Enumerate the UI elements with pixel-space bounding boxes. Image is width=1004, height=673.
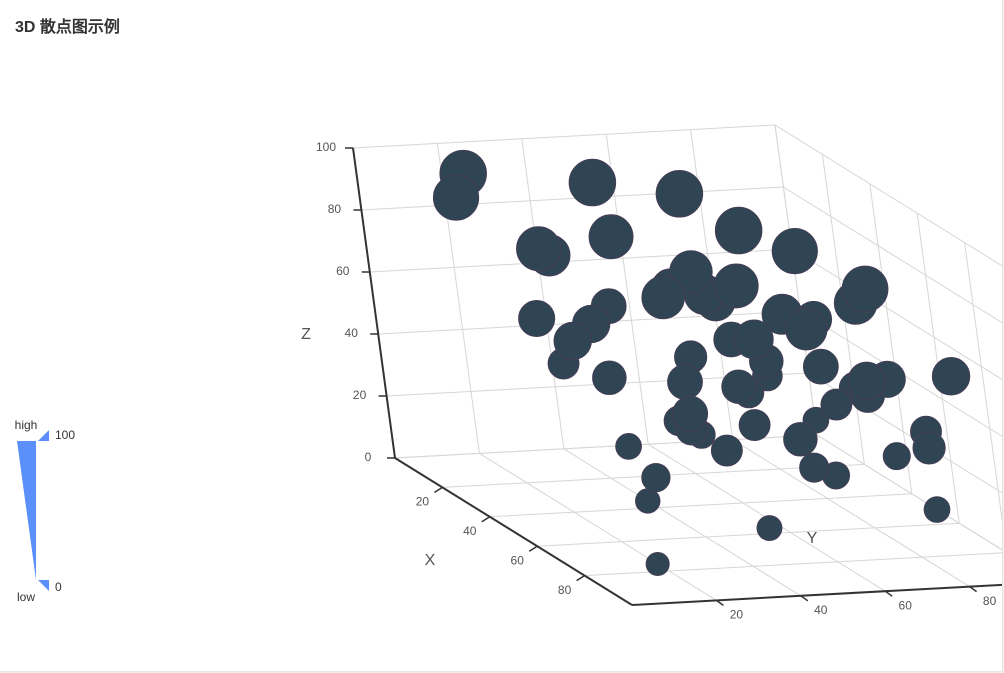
y-tick-label: 40: [814, 603, 828, 617]
y-tick: [969, 585, 978, 593]
grid-line: [479, 452, 717, 601]
z-tick-label: 80: [328, 202, 342, 216]
scatter-point: [841, 265, 889, 313]
z-tick-label: 60: [336, 264, 350, 278]
z-tick-label: 100: [316, 140, 336, 154]
grid-line: [774, 124, 1002, 267]
scatter-point: [783, 422, 818, 457]
z-axis-name: Z: [301, 326, 311, 343]
grid-line: [783, 186, 1002, 324]
y-tick: [800, 595, 809, 602]
scatter-point: [645, 551, 670, 577]
scatter-point: [721, 369, 756, 404]
x-tick-label: 60: [511, 553, 525, 567]
x-tick: [434, 486, 443, 494]
y-tick-label: 60: [899, 598, 913, 612]
scatter-point: [771, 228, 818, 275]
scatter-point: [553, 321, 592, 361]
scatter-point: [635, 488, 661, 514]
scatter-point: [592, 360, 627, 395]
scatter-point: [669, 250, 713, 294]
scatter-point: [641, 275, 685, 320]
x-tick: [528, 545, 538, 552]
y-axis-line: [631, 583, 1002, 606]
x-tick-label: 40: [463, 524, 477, 538]
scatter-point: [847, 361, 886, 401]
scatter-point: [518, 299, 556, 338]
visual-map-high-label: high: [15, 418, 38, 432]
scatter-point: [588, 214, 634, 260]
visual-map-handle-bottom: [38, 580, 49, 591]
x-tick: [481, 516, 491, 523]
scatter-point: [820, 388, 853, 421]
x-tick-label: 80: [558, 583, 572, 597]
x-tick: [576, 574, 585, 582]
grid-line: [361, 186, 784, 211]
scatter-point: [912, 431, 946, 465]
scatter-point: [568, 158, 617, 207]
grid-line: [369, 248, 792, 273]
y-tick-label: 80: [983, 594, 997, 608]
visual-map-max-label: 100: [55, 428, 75, 442]
grid-line: [799, 310, 1002, 437]
visual-map-min-label: 0: [55, 580, 62, 594]
grid-line: [489, 493, 912, 518]
scatter-point: [714, 206, 763, 255]
z-tick-label: 0: [365, 450, 372, 464]
scatter-point: [802, 348, 839, 385]
x-axis-name: X: [425, 552, 436, 569]
grid-line: [537, 522, 960, 547]
scatter-point: [672, 395, 709, 432]
y-axis-name: Y: [807, 530, 818, 547]
scatter-point: [667, 364, 703, 400]
scatter-point: [882, 442, 911, 471]
grid-line: [352, 124, 776, 149]
y-tick-label: 20: [730, 608, 744, 622]
grid-line: [964, 242, 1002, 523]
scatter-point: [655, 170, 704, 218]
scatter-point: [923, 496, 951, 523]
grid-line: [563, 448, 802, 597]
scatter-point: [738, 409, 771, 442]
visual-map-low-label: low: [17, 590, 35, 604]
z-axis-line: [352, 147, 396, 459]
grid-line: [791, 248, 1002, 380]
scatter-point: [713, 263, 759, 309]
scatter-point: [756, 515, 783, 542]
scatter-point: [785, 308, 828, 351]
scatter-point: [710, 434, 743, 467]
scatter-point: [432, 174, 480, 221]
y-tick: [715, 599, 724, 607]
grid-line: [732, 439, 970, 588]
x-tick-label: 20: [416, 495, 430, 509]
grid-line: [774, 124, 818, 436]
grid-line: [521, 138, 565, 449]
scatter-point: [733, 319, 774, 360]
scatter-point: [615, 433, 642, 460]
chart-title: 3D 散点图示例: [15, 19, 120, 36]
z-tick-label: 40: [345, 326, 359, 340]
y-tick: [884, 590, 893, 597]
scatter-point: [641, 462, 671, 493]
scatter-point: [799, 452, 830, 483]
scatter-point: [516, 226, 561, 272]
z-tick-label: 20: [353, 388, 367, 402]
x-axis-line: [394, 457, 633, 606]
grid-line: [869, 183, 913, 494]
visual-map-handle-top: [38, 430, 49, 441]
visual-map-bar: [17, 441, 36, 580]
scatter-point: [931, 357, 971, 396]
